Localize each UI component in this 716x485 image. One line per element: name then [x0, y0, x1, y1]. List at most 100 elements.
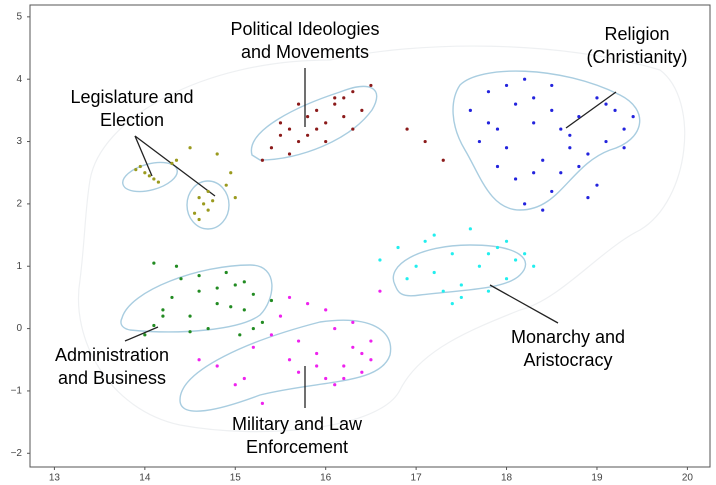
point	[495, 245, 500, 250]
point	[134, 167, 138, 172]
point	[550, 108, 554, 112]
x-tick-label: 16	[320, 473, 332, 484]
point	[202, 202, 206, 206]
point	[296, 339, 301, 343]
point	[423, 139, 427, 144]
point	[568, 133, 572, 137]
x-tick-label: 15	[230, 473, 242, 484]
point	[324, 376, 328, 381]
point	[161, 308, 165, 312]
point	[441, 289, 445, 293]
point	[595, 183, 599, 187]
point	[242, 376, 246, 381]
point	[251, 326, 255, 331]
point	[324, 139, 328, 144]
point	[577, 115, 581, 119]
point	[541, 158, 545, 162]
point	[523, 77, 527, 81]
arrow	[124, 326, 159, 342]
point	[296, 370, 301, 374]
point	[233, 196, 237, 200]
point	[631, 115, 635, 119]
density-contours	[78, 45, 686, 433]
annotation: Monarchy and	[511, 327, 625, 347]
point	[269, 146, 274, 150]
point	[306, 302, 310, 306]
point	[224, 183, 228, 187]
point	[296, 139, 301, 144]
point	[152, 177, 156, 181]
point	[251, 345, 255, 349]
y-tick-label: 1	[16, 261, 22, 272]
point	[215, 286, 219, 290]
y-tick-label: −2	[11, 448, 23, 459]
point	[152, 323, 156, 328]
point	[156, 180, 161, 184]
point	[504, 277, 509, 281]
arrow	[489, 284, 559, 324]
point	[360, 370, 364, 374]
point	[513, 258, 518, 262]
point	[351, 90, 355, 94]
point	[161, 314, 165, 318]
point	[197, 273, 201, 278]
point	[550, 83, 554, 88]
point	[450, 302, 454, 306]
point	[486, 90, 491, 94]
arrows	[124, 68, 617, 408]
point	[495, 164, 500, 169]
point	[278, 314, 283, 318]
point	[333, 96, 337, 100]
point	[450, 252, 454, 256]
annotation: and Movements	[241, 42, 369, 62]
point	[486, 121, 491, 125]
contour	[179, 319, 392, 412]
point	[147, 174, 151, 178]
annotation: Legislature and	[70, 87, 193, 107]
point	[523, 202, 527, 206]
point	[351, 127, 355, 131]
point	[242, 308, 246, 312]
point	[405, 277, 409, 281]
point	[269, 298, 274, 303]
point	[287, 295, 292, 300]
x-tick-label: 13	[49, 473, 61, 484]
point	[459, 283, 463, 287]
point	[174, 158, 179, 162]
point	[287, 152, 292, 156]
point	[174, 264, 179, 268]
point	[360, 108, 364, 112]
outer-contour	[78, 45, 686, 433]
y-tick-label: 0	[16, 323, 22, 334]
point	[477, 264, 482, 268]
point	[197, 289, 201, 293]
point	[360, 351, 364, 356]
point	[532, 121, 536, 125]
annotation: Election	[100, 110, 164, 130]
point	[486, 252, 491, 256]
annotation: Enforcement	[246, 437, 348, 457]
x-tick-label: 18	[501, 473, 513, 484]
point	[260, 158, 264, 162]
point	[229, 171, 233, 175]
contour	[186, 180, 230, 230]
point	[251, 292, 255, 296]
annotation: Military and Law	[232, 414, 363, 434]
point	[486, 289, 491, 293]
point	[206, 326, 210, 331]
point	[206, 189, 210, 194]
point	[242, 280, 246, 284]
point	[215, 302, 219, 306]
point	[260, 401, 264, 406]
point	[532, 264, 536, 268]
point	[224, 270, 228, 275]
point	[278, 133, 283, 137]
point	[396, 245, 400, 250]
point	[342, 96, 346, 100]
point	[414, 264, 418, 268]
point	[215, 364, 219, 368]
point	[233, 283, 237, 287]
y-tick-label: 2	[16, 199, 22, 210]
point	[333, 326, 337, 331]
